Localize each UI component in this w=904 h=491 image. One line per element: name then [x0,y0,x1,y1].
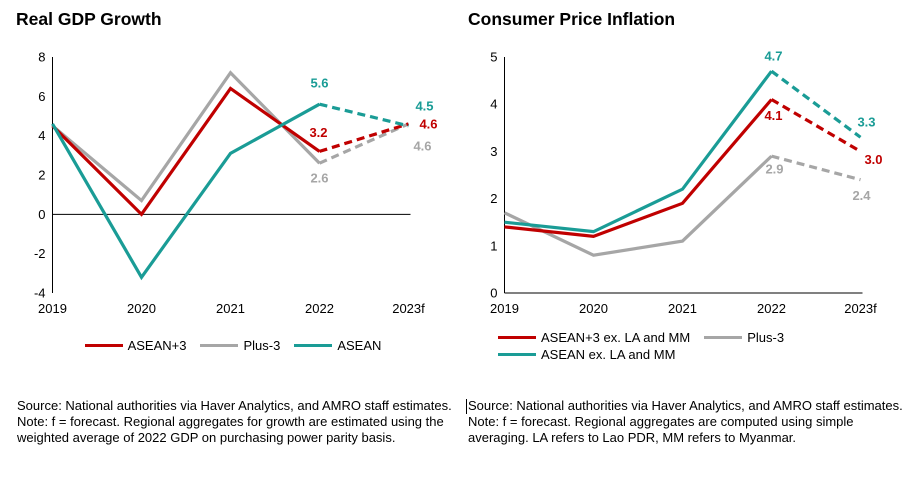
series-line-asean [51,102,321,281]
data-label: 4.5 [415,98,433,113]
y-tick-label: 1 [490,238,497,253]
legend-item-plus-3: Plus-3 [200,338,280,353]
y-tick-label: 2 [490,191,497,206]
y-tick-label: 6 [38,89,45,104]
legend-label: ASEAN+3 [127,338,187,353]
y-tick-label: 0 [38,207,45,222]
x-category-label: 2020 [579,301,608,316]
x-category-label: 2019 [490,301,519,316]
x-category-label: 2019 [38,301,67,316]
data-label: 2.4 [852,188,871,203]
series-forecast-dashed-plus-3 [771,154,861,182]
y-tick-label: 8 [38,50,45,65]
legend-label: ASEAN+3 ex. LA and MM [541,330,691,345]
legend-item-asean+3: ASEAN+3 [84,338,187,353]
legend-real-gdp-growth: ASEAN+3 Plus-3 ASEAN [14,338,452,353]
series-line-asean+3 [51,86,321,217]
data-label: 4.1 [764,108,782,123]
source-text: Source: National authorities via Haver A… [17,398,452,413]
series-forecast-dashed-plus-3 [318,122,410,165]
legend-consumer-price-inflation: ASEAN+3 ex. LA and MM Plus-3 ASEAN ex. LA … [498,330,904,362]
data-label: 4.6 [413,138,431,153]
legend-item-asean: ASEAN [294,338,381,353]
legend-line-swatch [200,343,239,348]
series-line-asean-ex-la-and-mm [504,70,773,234]
series-line-asean+3-ex-la-and-mm [504,98,773,238]
y-tick-label: 3 [490,144,497,159]
data-label: 2.6 [310,171,328,186]
source-text: Source: National authorities via Haver A… [468,398,903,413]
legend-item-asean+3-ex-la-and-mm: ASEAN+3 ex. LA and MM [498,330,690,345]
legend-label: Plus-3 [243,338,281,353]
y-tick-label: 2 [38,168,45,183]
legend-label: ASEAN ex. LA and MM [541,347,676,362]
chart-title-consumer-price-inflation: Consumer Price Inflation [468,9,676,29]
series-forecast-dashed-asean [319,102,409,128]
y-tick-label: 4 [490,97,497,112]
text-cursor [466,399,467,414]
y-tick-label: 5 [490,50,497,65]
note-text: Note: f = forecast. Regional aggregates … [468,414,854,445]
series-line-plus-3 [503,154,773,257]
legend-item-asean-ex-la-and-mm: ASEAN ex. LA and MM [498,347,675,362]
legend-row: ASEAN+3 ex. LA and MM Plus-3 [498,330,904,345]
legend-label: ASEAN [337,338,382,353]
x-category-label: 2023f [844,301,877,316]
x-category-label: 2020 [127,301,156,316]
data-label: 5.6 [310,76,328,91]
legend-line-swatch [294,343,333,348]
legend-item-plus-3: Plus-3 [704,330,784,345]
x-category-label: 2023f [392,301,425,316]
data-label: 3.3 [857,115,875,130]
series-forecast-dashed-asean+3 [319,122,409,153]
series-forecast-dashed-asean-ex-la-and-mm [770,69,862,139]
legend-line-swatch [498,352,536,357]
x-category-label: 2021 [668,301,697,316]
panel-real-gdp-growth: Real GDP Growth 8 6 4 2 0 -2 -4 2019 2020 2021 202… [14,9,452,445]
legend-label: Plus-3 [747,330,785,345]
x-category-label: 2022 [757,301,786,316]
legend-line-swatch [498,335,536,340]
source-note-block: Source: National authorities via Haver A… [468,398,904,446]
y-tick-label: -4 [34,286,46,301]
legend-row: ASEAN ex. LA and MM [498,347,904,362]
data-label: 3.0 [864,152,882,167]
legend-line-swatch [84,343,123,348]
data-label: 4.7 [764,49,782,64]
x-category-label: 2021 [216,301,245,316]
legend-line-swatch [704,335,743,340]
chart-title-real-gdp-growth: Real GDP Growth [16,9,162,29]
legend-row: ASEAN+3 Plus-3 ASEAN [84,338,381,353]
series-line-plus-3 [51,70,321,203]
source-note-block: Source: National authorities via Haver A… [17,398,457,446]
y-tick-label: 0 [490,286,497,301]
y-tick-label: -2 [34,246,46,261]
series-forecast-dashed-asean+3-ex-la-and-mm [770,98,862,153]
y-tick-label: 4 [38,128,45,143]
x-category-label: 2022 [305,301,334,316]
data-label: 3.2 [309,125,327,140]
panel-consumer-price-inflation: Consumer Price Inflation 5 4 3 2 1 0 2019 2020 2… [452,0,904,491]
data-label: 2.9 [765,162,783,177]
note-text: Note: f = forecast. Regional aggregates … [17,414,444,445]
data-label: 4.6 [419,116,437,131]
